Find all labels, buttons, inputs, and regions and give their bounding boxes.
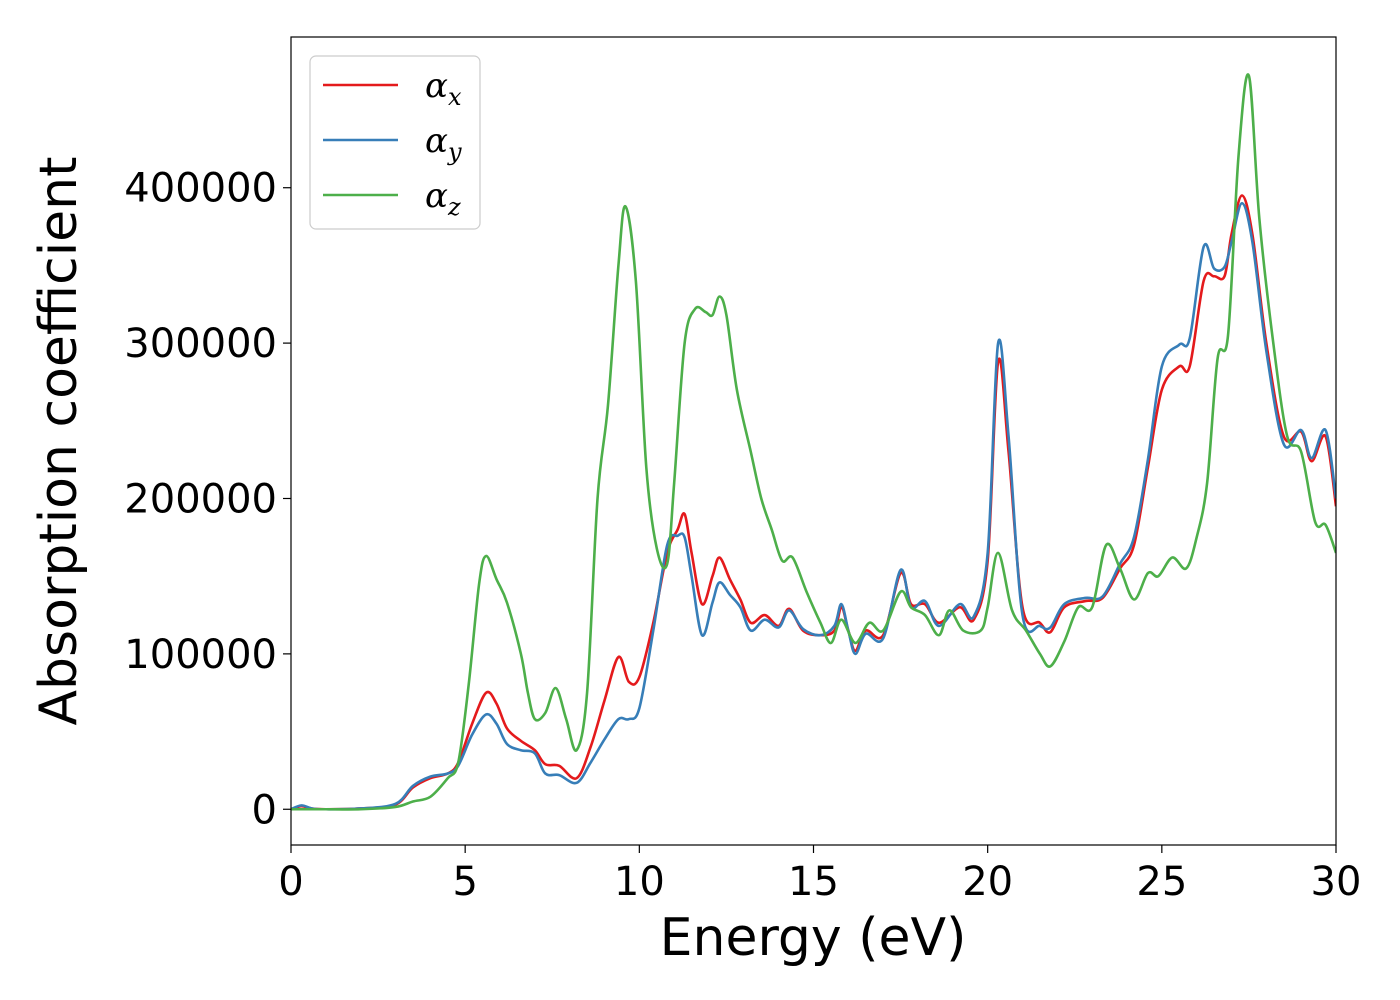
series-layer <box>291 73 1336 811</box>
x-tick-label: 5 <box>452 859 477 905</box>
y-tick-label: 0 <box>252 787 277 833</box>
x-tick-label: 0 <box>278 859 303 905</box>
x-tick-label: 25 <box>1136 859 1187 905</box>
y-tick-label: 300000 <box>124 321 277 367</box>
y-tick-label: 100000 <box>124 632 277 678</box>
legend: αx αy αz <box>309 55 481 230</box>
y-axis-label: Absorption coefficient <box>29 156 89 725</box>
legend-box <box>309 55 481 230</box>
x-tick-label: 30 <box>1311 859 1362 905</box>
x-axis: 0 5 10 15 20 25 30 <box>278 845 1361 905</box>
x-tick-label: 20 <box>962 859 1013 905</box>
legend-label-z: αz <box>425 176 461 221</box>
legend-label-x: αx <box>425 66 462 111</box>
series-line-z <box>291 73 1336 811</box>
legend-label-y: αy <box>425 121 462 166</box>
x-axis-label: Energy (eV) <box>660 908 967 968</box>
y-tick-label: 200000 <box>124 476 277 522</box>
y-axis: 0 100000 200000 300000 400000 <box>124 166 291 833</box>
x-tick-label: 15 <box>788 859 839 905</box>
series-line-y <box>291 201 1336 811</box>
y-tick-label: 400000 <box>124 166 277 212</box>
x-tick-label: 10 <box>614 859 665 905</box>
